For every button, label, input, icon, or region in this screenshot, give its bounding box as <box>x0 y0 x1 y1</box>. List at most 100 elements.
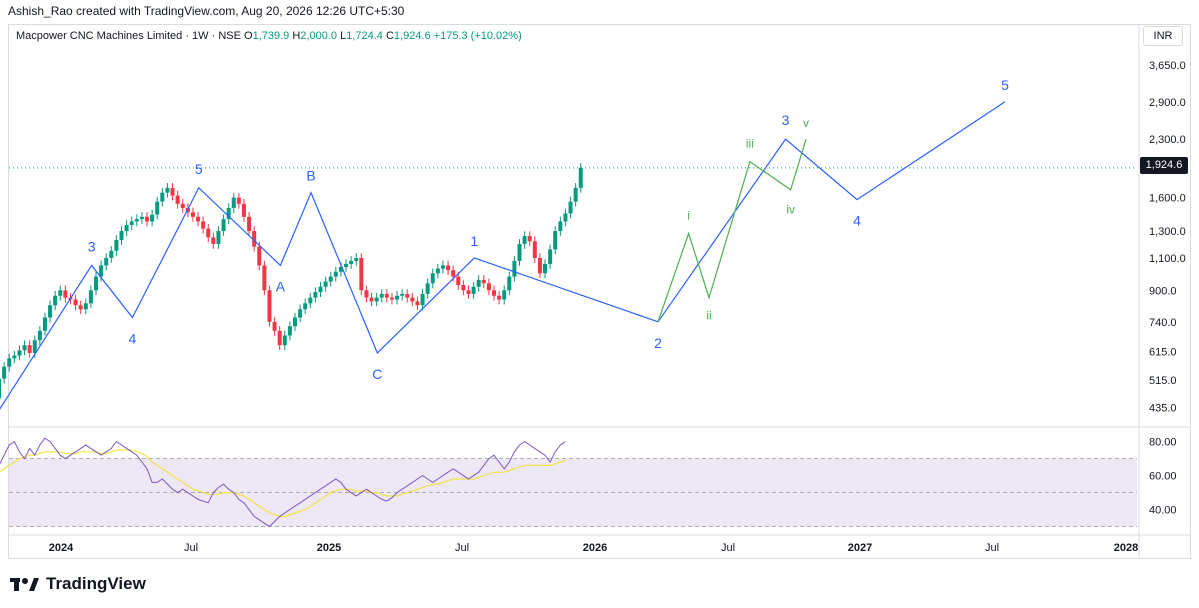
blue-wave-label: 5 <box>195 161 203 177</box>
price-tick-label: 3,650.0 <box>1149 60 1186 72</box>
green-wave-label: v <box>803 116 809 130</box>
candle-body <box>435 268 440 274</box>
candle-body <box>241 203 246 217</box>
candle-body <box>93 276 98 291</box>
price-tick-label: 1,600.0 <box>1149 193 1186 205</box>
candle-body <box>415 301 420 306</box>
candle-body <box>257 246 262 266</box>
candle-body <box>170 187 175 196</box>
candle-body <box>73 299 78 306</box>
green-wave-label: iv <box>786 203 795 217</box>
candle-body <box>364 290 369 298</box>
candle-body <box>22 345 27 351</box>
candle-body <box>328 276 333 282</box>
currency-button[interactable]: INR <box>1143 26 1183 46</box>
symbol-legend: Macpower CNC Machines Limited · 1W · NSE… <box>16 30 522 42</box>
candle-body <box>27 345 32 353</box>
candle-body <box>83 303 88 310</box>
candle-body <box>37 330 42 341</box>
candle-body <box>548 249 553 264</box>
candle-body <box>129 221 134 225</box>
tradingview-logo[interactable]: TradingView <box>10 574 146 594</box>
green-wave-label: ii <box>706 309 711 323</box>
candle-body <box>216 231 221 244</box>
candle-body <box>522 236 527 244</box>
blue-wave-label: 3 <box>782 112 790 128</box>
candle-body <box>63 290 68 298</box>
blue-wave-label: 2 <box>654 335 662 351</box>
candle-body <box>410 297 415 302</box>
candle-body <box>456 276 461 286</box>
green-wave-line <box>657 138 807 323</box>
candle-body <box>553 231 558 250</box>
candle-body <box>247 216 252 232</box>
candle-body <box>451 270 456 277</box>
candle-body <box>298 309 303 318</box>
candle-body <box>369 297 374 302</box>
price-tick-label: 900.0 <box>1149 285 1177 297</box>
candle-body <box>354 257 359 261</box>
candle-body <box>512 260 517 277</box>
candle-body <box>114 239 119 251</box>
candle-body <box>99 265 104 277</box>
tradingview-icon <box>10 578 39 591</box>
candle-body <box>476 279 481 287</box>
candle-body <box>578 167 583 188</box>
time-tick-label: Jul <box>455 542 469 554</box>
candle-body <box>175 195 180 204</box>
candle-body <box>466 290 471 294</box>
candle-body <box>2 366 7 379</box>
rsi-tick-label: 40.00 <box>1149 505 1177 517</box>
candle-body <box>272 321 277 331</box>
candle-body <box>206 228 211 238</box>
candle-body <box>389 297 394 300</box>
candle-body <box>180 203 185 209</box>
candle-body <box>262 265 267 291</box>
blue-wave-label: 4 <box>129 331 137 347</box>
candle-body <box>139 216 144 220</box>
time-tick-label: 2024 <box>49 542 74 554</box>
blue-wave-label: C <box>372 366 382 382</box>
candle-body <box>58 290 63 296</box>
candle-body <box>573 187 578 202</box>
candle-body <box>282 335 287 346</box>
chart-caption: Ashish_Rao created with TradingView.com,… <box>8 4 405 18</box>
candle-body <box>196 216 201 222</box>
blue-wave-label: B <box>306 168 315 184</box>
candle-body <box>165 187 170 193</box>
candle-body <box>32 340 37 353</box>
candle-body <box>155 201 160 215</box>
candle-body <box>502 290 507 300</box>
blue-wave-label: 3 <box>88 238 96 254</box>
candle-body <box>48 305 53 318</box>
candle-body <box>119 231 124 240</box>
low-value: 1,724.4 <box>346 30 383 42</box>
price-tick-label: 1,100.0 <box>1149 253 1186 265</box>
time-tick-label: 2028 <box>1114 542 1138 554</box>
candle-body <box>537 257 542 274</box>
candle-body <box>109 250 114 258</box>
candle-body <box>425 283 430 294</box>
candle-body <box>338 266 343 272</box>
price-tick-label: 1,300.0 <box>1149 226 1186 238</box>
candle-body <box>400 293 405 296</box>
candle-body <box>379 293 384 298</box>
close-value: 1,924.6 <box>393 30 431 42</box>
green-wave-label: iii <box>746 137 754 151</box>
brand-name: TradingView <box>46 574 146 593</box>
candle-body <box>543 263 548 274</box>
candle-body <box>395 295 400 300</box>
candle-body <box>558 221 563 232</box>
candle-body <box>471 286 476 294</box>
candle-body <box>292 317 297 327</box>
chart-frame[interactable] <box>8 24 1191 559</box>
candle-body <box>481 279 486 284</box>
candle-body <box>201 221 206 229</box>
rsi-line <box>0 437 566 528</box>
candle-body <box>491 290 496 296</box>
candle-body <box>430 273 435 284</box>
blue-wave-label: A <box>276 278 286 294</box>
open-value: 1,739.9 <box>252 30 290 42</box>
candle-body <box>532 241 537 258</box>
